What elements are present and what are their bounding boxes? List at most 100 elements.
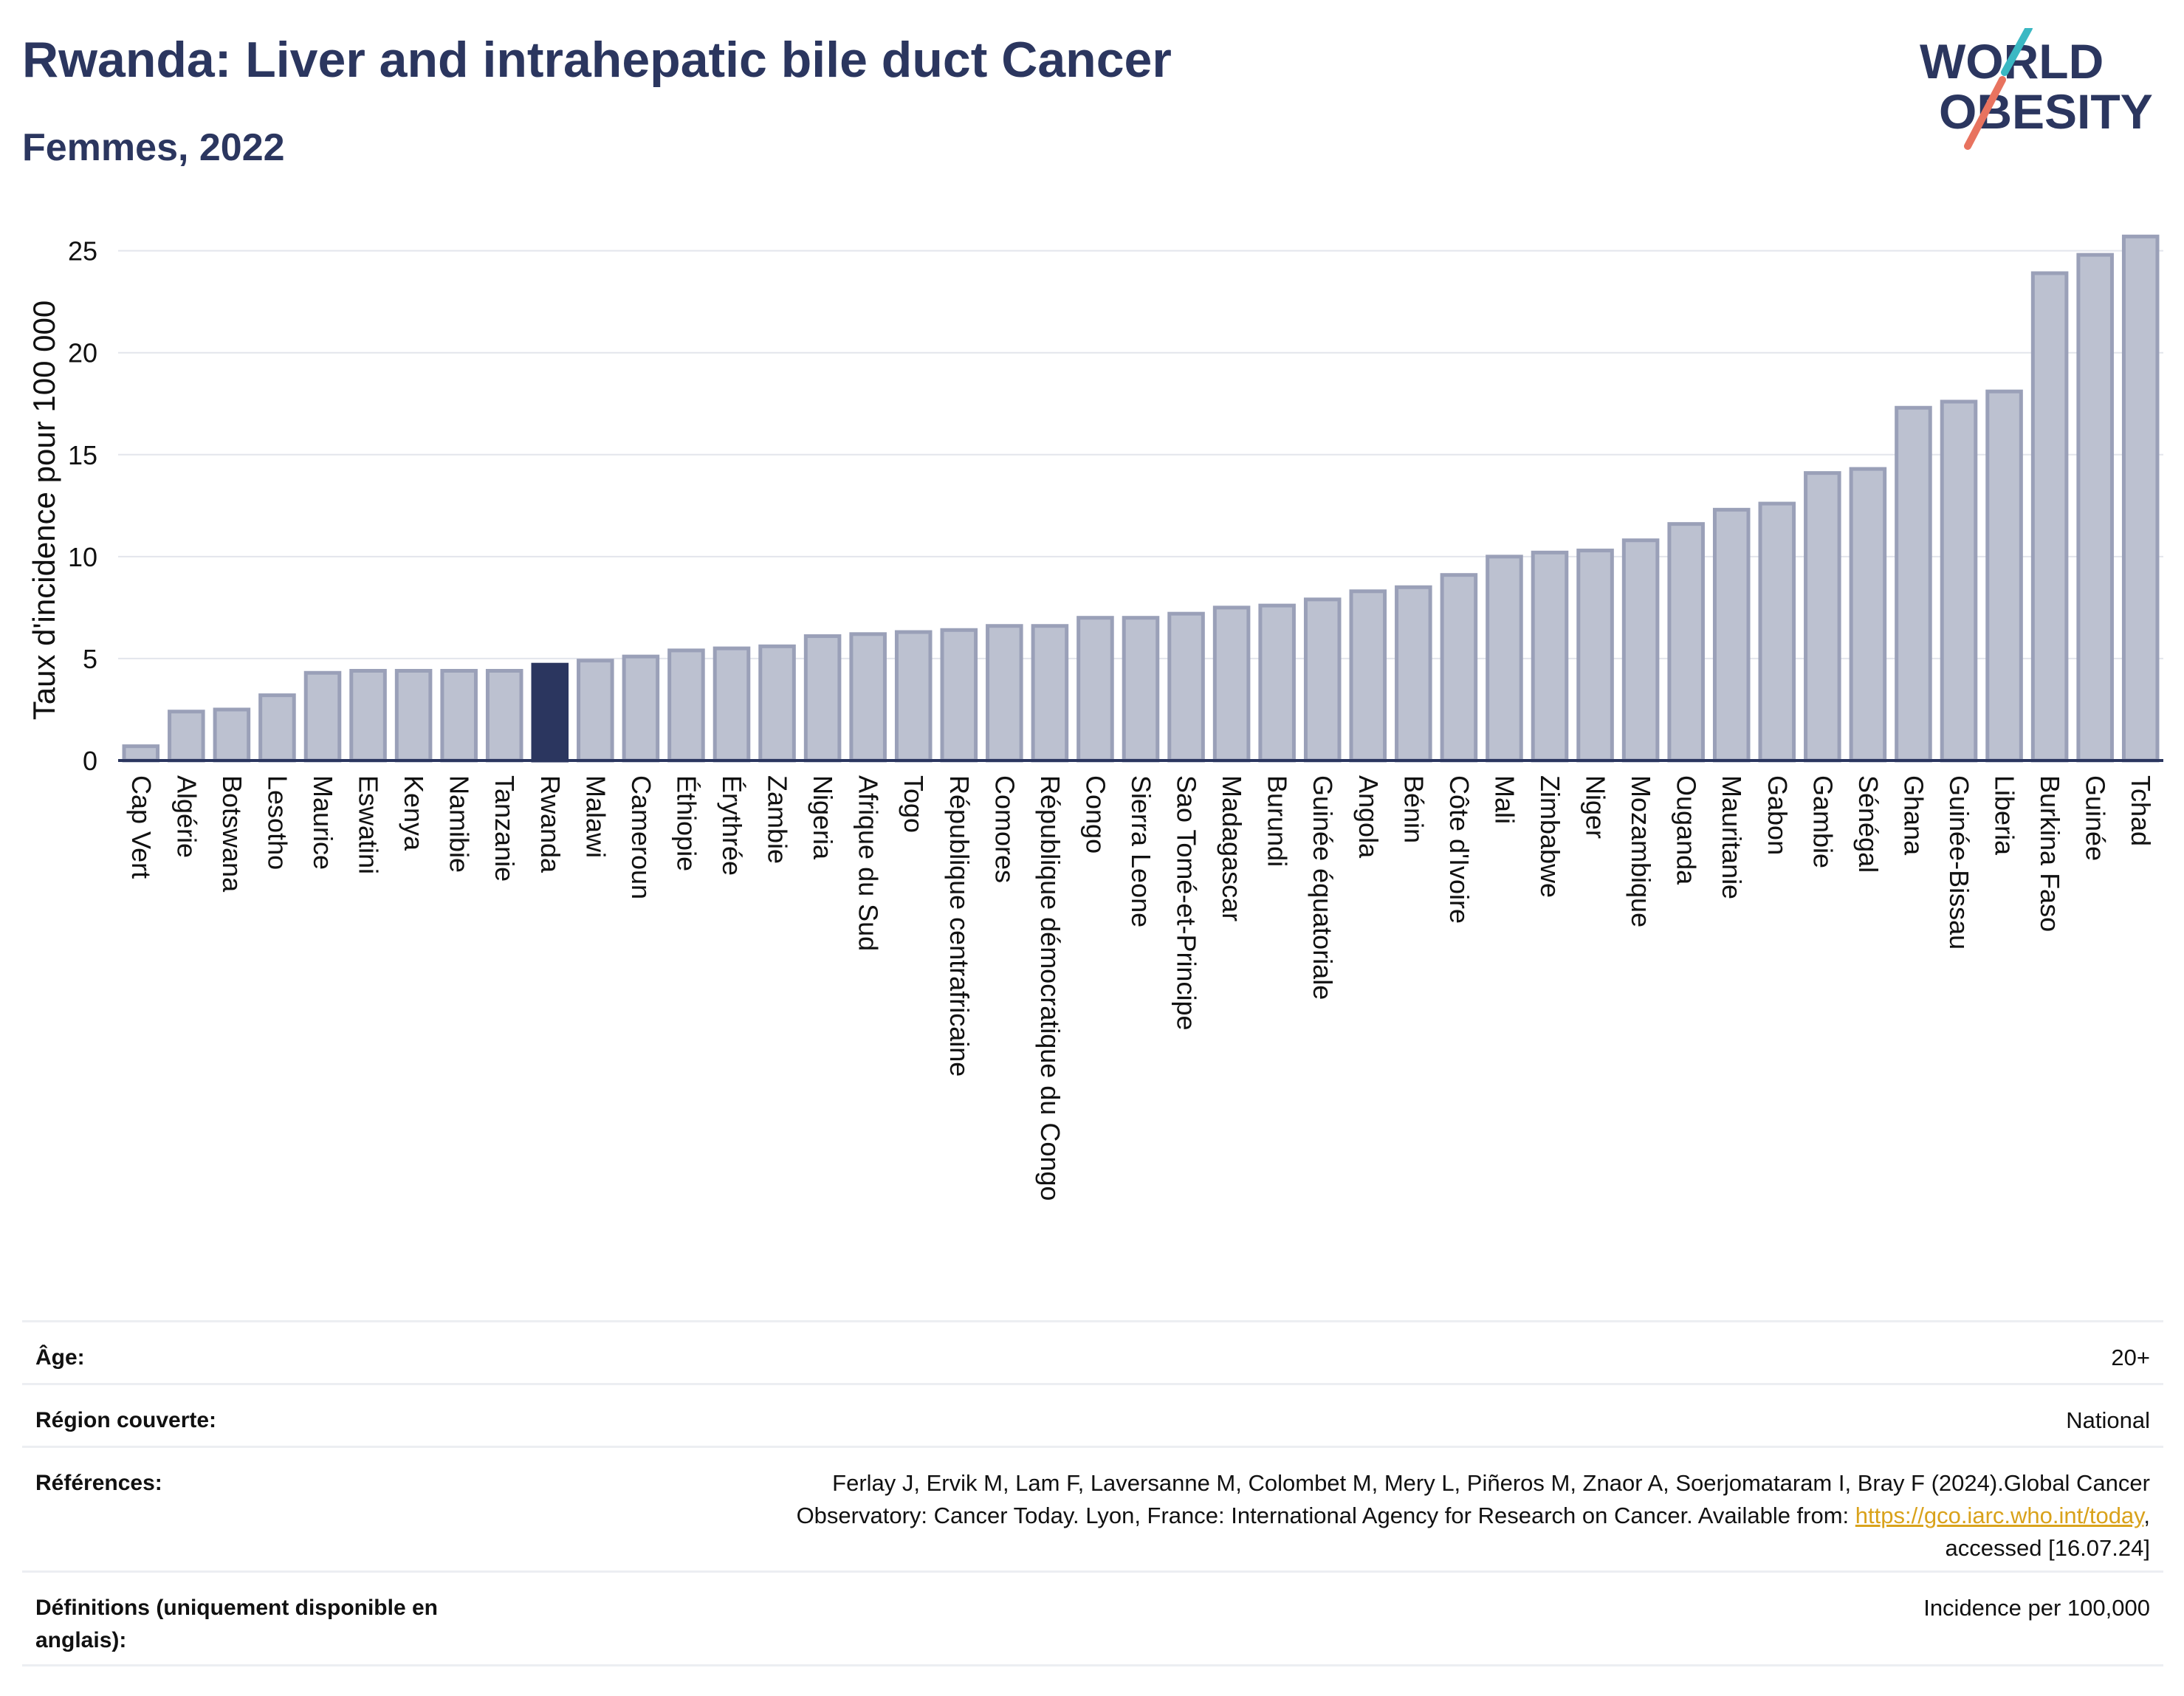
x-tick-label: République centrafricaine: [944, 775, 975, 1077]
bar: [1940, 399, 1978, 763]
bar: [2121, 234, 2160, 763]
bar: [1167, 611, 1205, 763]
definitions-label-line-2: anglais):: [35, 1628, 127, 1652]
bar: [1895, 405, 1932, 763]
bar: [1804, 471, 1841, 763]
x-tick-label: Madagascar: [1217, 775, 1247, 921]
chart-subtitle: Femmes, 2022: [22, 126, 285, 169]
bar: [1667, 522, 1705, 763]
logo-slash-coral: [1964, 76, 2006, 150]
bar: [1303, 597, 1342, 763]
x-tick-label: Burkina Faso: [2035, 775, 2065, 932]
bar: [122, 744, 160, 763]
x-tick-label: Mali: [1489, 775, 1519, 824]
x-tick-label: Niger: [1581, 775, 1611, 839]
bar: [440, 668, 478, 763]
meta-value-references: Ferlay J, Ervik M, Lam F, Laversanne M, …: [797, 1467, 2150, 1565]
reference-link[interactable]: https://gco.iarc.who.int/today: [1855, 1503, 2144, 1528]
x-tick-label: Liberia: [1990, 775, 2020, 856]
meta-label-age: Âge:: [35, 1345, 85, 1370]
x-tick-label: Guinée-Bissau: [1944, 775, 1974, 950]
x-tick-label: Kenya: [399, 775, 429, 851]
bar: [577, 659, 614, 763]
x-tick-label: Lesotho: [262, 775, 292, 870]
bar: [303, 670, 342, 763]
bar: [1849, 467, 1887, 763]
x-tick-label: Sierra Leone: [1126, 775, 1156, 927]
x-tick-label: Congo: [1080, 775, 1110, 854]
meta-label-region: Région couverte:: [35, 1408, 217, 1432]
bar-chart: 0 5 10 15 20 25 Taux d'incidence pour 100 000 C…: [27, 234, 2163, 1201]
x-tick-label: Bénin: [1398, 775, 1429, 843]
x-tick-label: Algérie: [171, 775, 202, 858]
x-tick-label: Angola: [1353, 775, 1384, 859]
x-tick-label: Tchad: [2126, 775, 2156, 846]
meta-value-age: 20+: [2111, 1345, 2150, 1370]
bar: [667, 648, 705, 763]
y-tick-label: 20: [68, 338, 97, 368]
bar: [758, 644, 796, 763]
reference-line-2-suffix: ,: [2143, 1503, 2150, 1528]
reference-line-2-text: Observatory: Cancer Today. Lyon, France:…: [796, 1503, 1855, 1528]
bar: [986, 624, 1023, 763]
y-tick-label: 15: [68, 440, 97, 470]
reference-line-3: accessed [16.07.24]: [1945, 1535, 2150, 1561]
x-tick-label: Sao Tomé-et-Principe: [1172, 775, 1202, 1031]
meta-row-definitions: Définitions (uniquement disponible en an…: [22, 1570, 2163, 1666]
bar: [1031, 624, 1069, 763]
x-tick-label: Zambie: [763, 775, 793, 864]
x-tick-label: Namibie: [444, 775, 475, 873]
x-tick-label: Tanzanie: [490, 775, 520, 882]
bar: [1712, 507, 1751, 763]
bar: [1758, 501, 1796, 763]
bar: [803, 634, 842, 763]
x-tick-label: Maurice: [308, 775, 338, 870]
bar: [1985, 389, 2023, 763]
logo-slash-teal: [2001, 28, 2033, 76]
bar: [394, 668, 433, 763]
x-tick-label: Botswana: [217, 775, 247, 893]
x-tick-label: Zimbabwe: [1535, 775, 1565, 898]
bar: [1349, 589, 1387, 763]
y-tick-label: 25: [68, 236, 97, 267]
bar: [1258, 603, 1296, 763]
x-tick-label: Côte d'Ivoire: [1444, 775, 1474, 924]
x-tick-label: Éthiopie: [671, 775, 701, 871]
bar: [2030, 271, 2069, 763]
chart-title: Rwanda: Liver and intrahepatic bile duct…: [22, 32, 1172, 88]
meta-row-references: Références: Ferlay J, Ervik M, Lam F, La…: [22, 1446, 2163, 1570]
x-tick-label: Guinée: [2081, 775, 2111, 861]
bar: [1076, 616, 1114, 763]
x-tick-label: Rwanda: [535, 775, 566, 873]
x-tick-label: Burundi: [1263, 775, 1293, 867]
x-tick-label: Gabon: [1762, 775, 1793, 855]
meta-row-region: Région couverte: National: [22, 1383, 2163, 1446]
y-tick-label: 0: [83, 746, 97, 776]
bar: [1486, 555, 1523, 763]
x-tick-label: Ouganda: [1672, 775, 1702, 885]
x-tick-label: République démocratique du Congo: [1035, 775, 1065, 1201]
bar: [485, 668, 523, 763]
x-tick-label: Cap Vert: [126, 775, 157, 879]
reference-line-1: Ferlay J, Ervik M, Lam F, Laversanne M, …: [832, 1470, 2150, 1496]
bar: [1531, 550, 1569, 763]
bar: [349, 668, 387, 763]
bar: [894, 630, 933, 763]
bar: [940, 628, 978, 763]
x-tick-label: Comores: [989, 775, 1020, 883]
x-tick-label: Mauritanie: [1717, 775, 1747, 899]
bar: [1440, 573, 1478, 763]
meta-label-definitions: Définitions (uniquement disponible en an…: [35, 1592, 438, 1657]
meta-row-age: Âge: 20+: [22, 1320, 2163, 1383]
bar: [1395, 585, 1432, 763]
x-tick-label: Sénégal: [1853, 775, 1883, 873]
y-tick-label: 5: [83, 644, 97, 674]
x-tick-label: Cameroun: [626, 775, 656, 899]
world-obesity-logo: WORLD OBESITY: [1920, 28, 2153, 150]
bar: [712, 646, 751, 763]
bar: [168, 710, 205, 763]
y-tick-label: 10: [68, 542, 97, 572]
bar: [258, 693, 296, 763]
x-tick-label: Guinée équatoriale: [1308, 775, 1338, 1000]
bar: [1576, 549, 1614, 763]
